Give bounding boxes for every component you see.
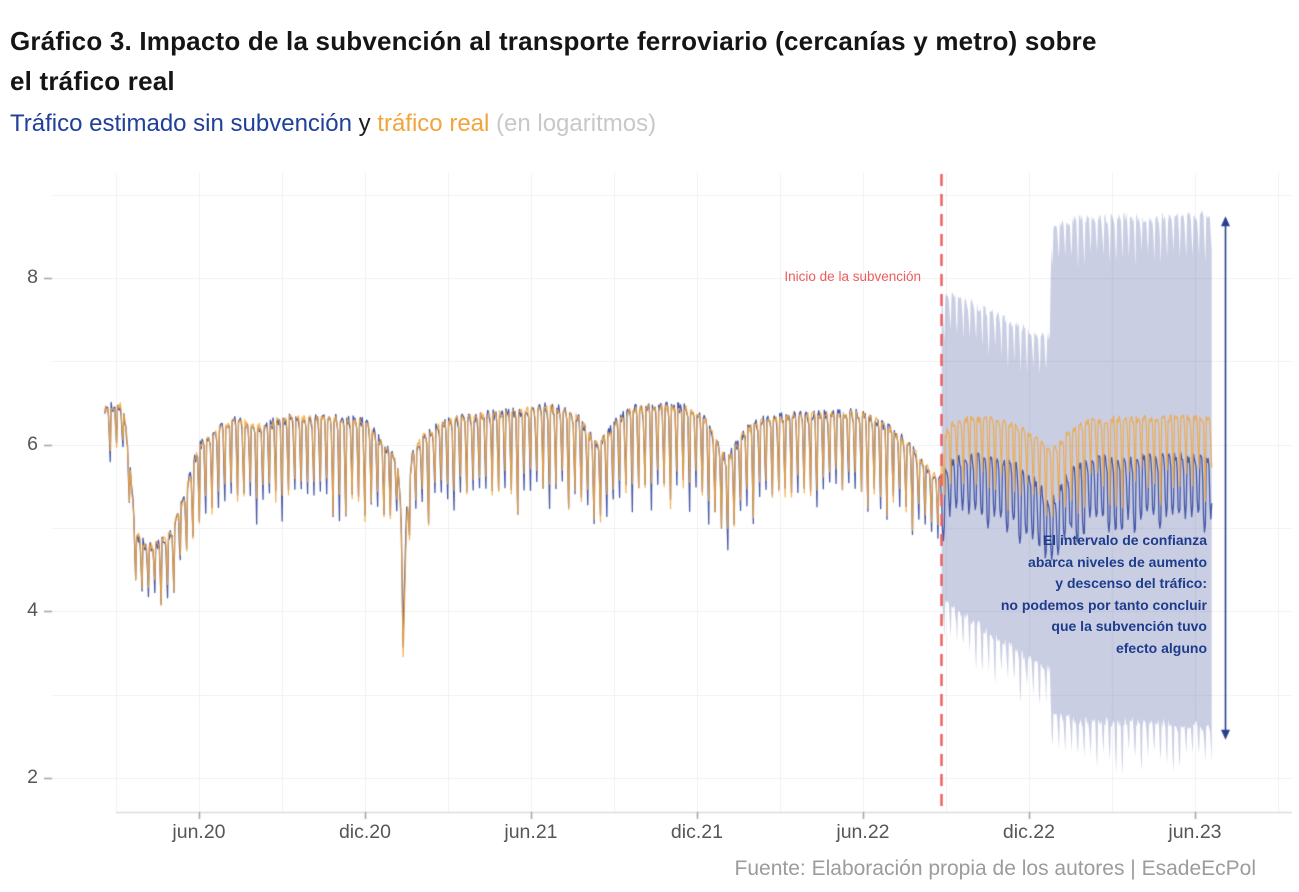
- x-tick-label: dic.20: [338, 821, 391, 843]
- x-tick-label: jun.21: [504, 821, 558, 843]
- subtitle-estimated-series-label: Tráfico estimado sin subvención: [10, 110, 352, 137]
- x-tick-label: dic.21: [670, 821, 723, 843]
- confidence-interval-annotation: El intervalo de confianza abarca niveles…: [1000, 532, 1207, 656]
- subtitle-units: (en logaritmos): [489, 110, 657, 137]
- subtitle-real-series-label: tráfico real: [377, 110, 490, 137]
- y-tick-label: 4: [27, 599, 38, 622]
- x-tick-label: jun.20: [172, 821, 226, 843]
- y-tick-label: 8: [27, 266, 38, 288]
- event-line-label: Inicio de la subvención: [784, 269, 921, 284]
- x-tick-label: jun.23: [1168, 821, 1222, 843]
- y-tick-label: 6: [27, 432, 38, 455]
- subtitle-connector: y: [351, 110, 378, 137]
- x-tick-label: dic.22: [1002, 821, 1055, 843]
- y-tick-label: 2: [27, 766, 38, 788]
- figure-title-line1: Gráfico 3. Impacto de la subvención al t…: [10, 26, 1097, 57]
- figure-title-line2: el tráfico real: [10, 66, 175, 97]
- source-note: Fuente: Elaboración propia de los autore…: [734, 857, 1256, 880]
- figure-title: Gráfico 3. Impacto de la subvención al t…: [10, 21, 1299, 101]
- figure-subtitle: Tráfico estimado sin subvención y tráfic…: [10, 110, 656, 138]
- x-tick-label: jun.22: [836, 821, 890, 843]
